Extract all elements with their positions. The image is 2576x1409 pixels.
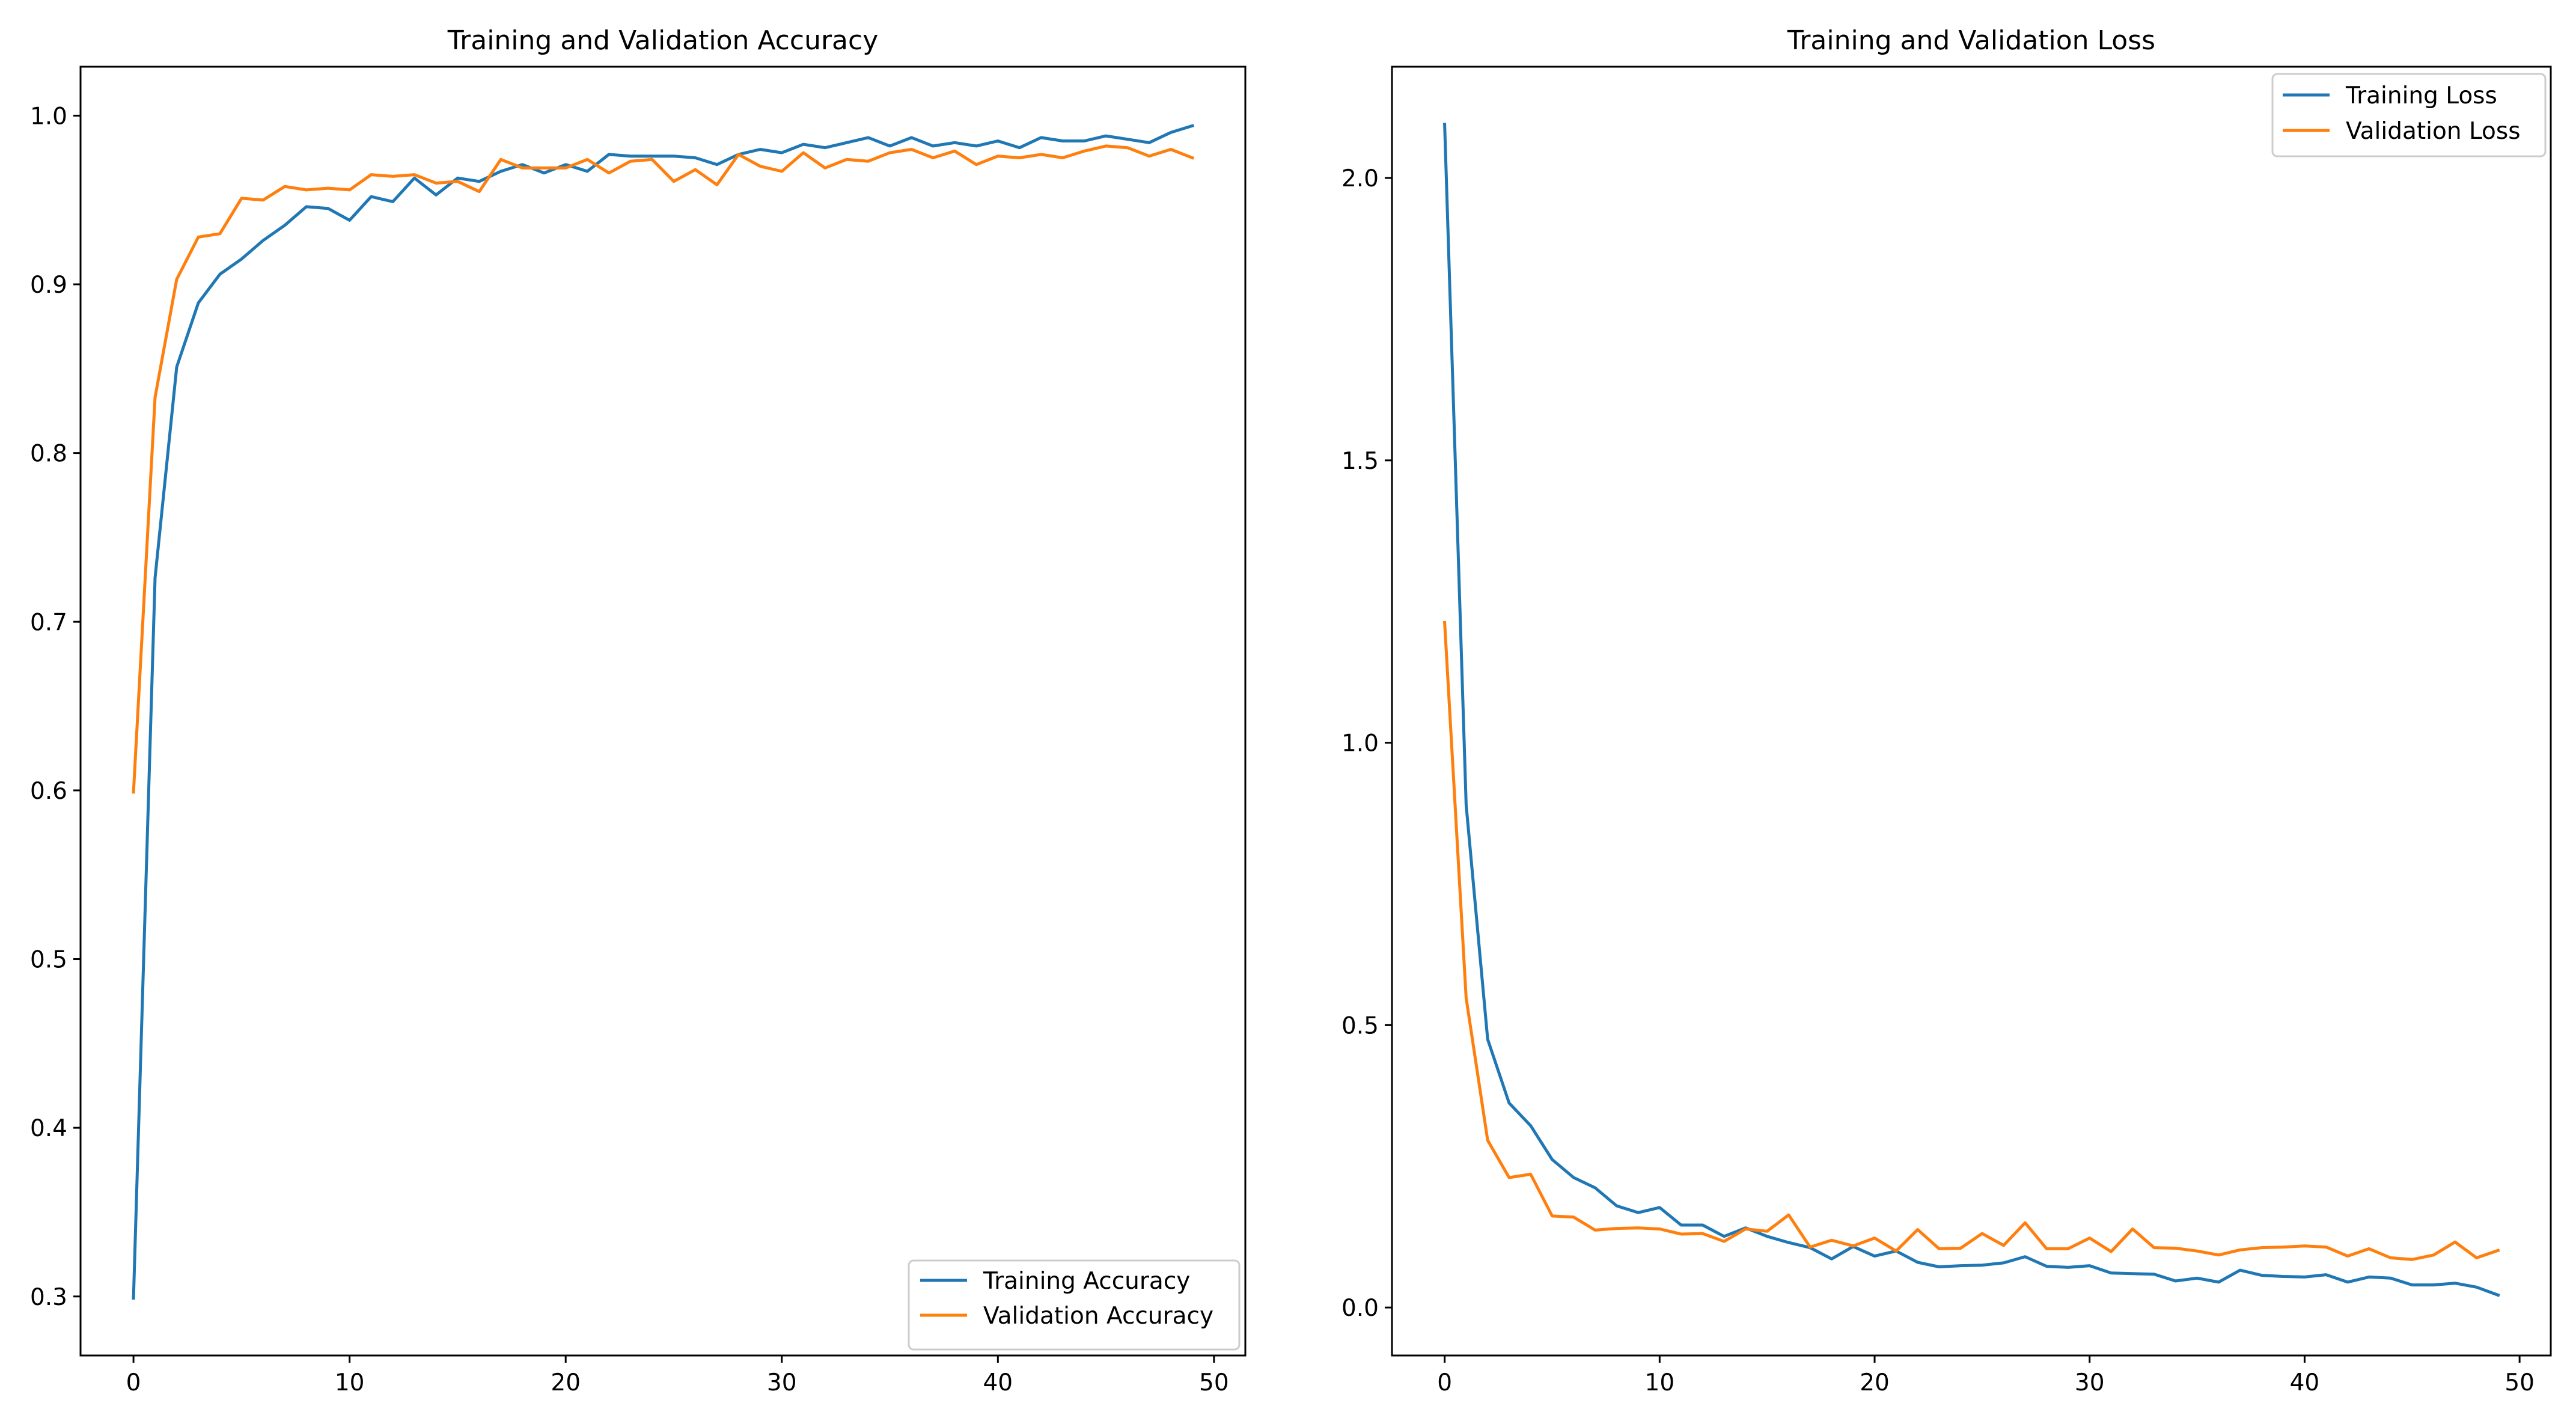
accuracy-x-tick-label: 0 (126, 1369, 141, 1396)
loss-y-tick-label: 0.0 (1341, 1295, 1379, 1322)
loss-x-tick-label: 50 (2504, 1369, 2535, 1396)
loss-y-tick-label: 1.0 (1341, 730, 1379, 757)
loss-y-tick-label: 0.5 (1341, 1012, 1379, 1039)
loss-y-tick-label: 2.0 (1341, 165, 1379, 192)
accuracy-legend-label-validation: Validation Accuracy (983, 1303, 1213, 1330)
accuracy-y-tick-label: 0.3 (30, 1284, 67, 1311)
accuracy-chart-title: Training and Validation Accuracy (447, 25, 879, 56)
loss-x-tick-label: 30 (2075, 1369, 2105, 1396)
accuracy-x-tick-label: 30 (767, 1369, 797, 1396)
loss-chart-title: Training and Validation Loss (1787, 25, 2155, 56)
accuracy-y-axis: 0.3 0.4 0.5 0.6 0.7 0.8 0.9 1.0 (30, 103, 81, 1311)
training-accuracy-line (132, 124, 1195, 1300)
loss-y-axis: 0.0 0.5 1.0 1.5 2.0 (1341, 165, 1392, 1322)
accuracy-x-tick-label: 40 (983, 1369, 1013, 1396)
loss-x-tick-label: 40 (2290, 1369, 2320, 1396)
loss-chart: Training and Validation Loss 0.0 0.5 1.0 1.… (1341, 25, 2552, 1396)
accuracy-chart: Training and Validation Accuracy 0.30.40… (30, 25, 1247, 1396)
accuracy-y-tick-label: 0.8 (30, 441, 67, 468)
accuracy-x-tick-label: 10 (335, 1369, 365, 1396)
accuracy-series (132, 124, 1195, 1300)
loss-series (1442, 123, 2500, 1297)
accuracy-y-tick-label: 1.0 (30, 103, 67, 130)
loss-x-tick-label: 20 (1860, 1369, 1890, 1396)
validation-loss-line (1442, 620, 2500, 1261)
accuracy-legend-box (908, 1259, 1241, 1351)
loss-legend-label-training: Training Loss (2345, 82, 2497, 109)
loss-plot-area (1391, 66, 2552, 1357)
accuracy-y-tick-label: 0.4 (30, 1115, 67, 1142)
accuracy-x-tick-label: 50 (1199, 1369, 1229, 1396)
accuracy-legend: Training Accuracy Validation Accuracy (908, 1259, 1241, 1351)
accuracy-y-tick-label: 0.5 (30, 947, 67, 974)
accuracy-y-tick-label: 0.9 (30, 272, 67, 299)
accuracy-y-tick-label: 0.6 (30, 778, 67, 805)
accuracy-legend-label-training: Training Accuracy (983, 1268, 1190, 1295)
accuracy-x-axis: 0 10 20 30 40 50 (126, 1356, 1229, 1396)
loss-y-tick-label: 1.5 (1341, 448, 1379, 475)
loss-x-tick-label: 10 (1645, 1369, 1675, 1396)
accuracy-plot-area (79, 66, 1247, 1357)
loss-x-axis: 0 10 20 30 40 50 (1437, 1356, 2535, 1396)
accuracy-y-tick-label: 0.7 (30, 609, 67, 636)
validation-accuracy-line (132, 144, 1195, 794)
loss-legend: Training Loss Validation Loss (2271, 73, 2547, 157)
accuracy-x-tick-label: 20 (551, 1369, 581, 1396)
training-loss-line (1443, 123, 2500, 1297)
loss-legend-box (2271, 73, 2547, 157)
loss-x-tick-label: 0 (1437, 1369, 1452, 1396)
loss-legend-label-validation: Validation Loss (2346, 118, 2521, 145)
